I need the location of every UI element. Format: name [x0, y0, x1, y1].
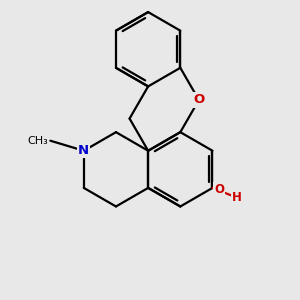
Text: CH₃: CH₃ [28, 136, 49, 146]
Text: O: O [214, 183, 224, 196]
Text: H: H [232, 191, 242, 204]
Text: N: N [78, 144, 89, 157]
Text: O: O [193, 94, 205, 106]
